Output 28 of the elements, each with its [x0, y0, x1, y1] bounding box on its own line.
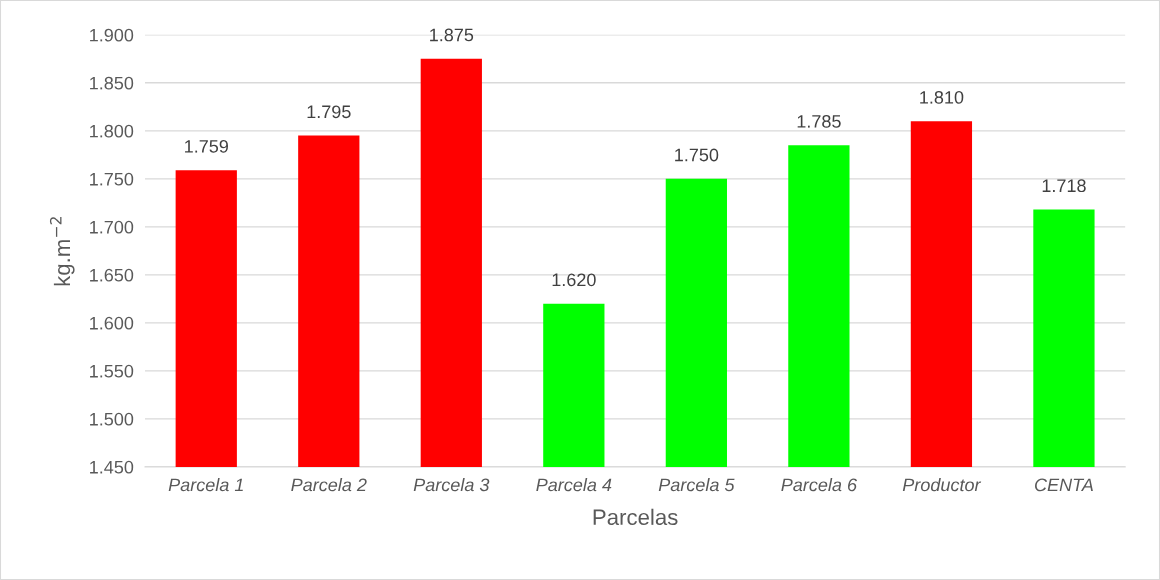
y-tick-label: 1.550	[90, 364, 134, 378]
data-label: 1.620	[552, 273, 596, 287]
data-label: 1.718	[1042, 179, 1086, 193]
y-tick-label: 1.850	[90, 76, 134, 90]
y-tick-label: 1.600	[90, 316, 134, 330]
x-tick-label: Parcela 5	[658, 478, 735, 492]
y-tick-label: 1.650	[90, 268, 134, 282]
data-label: 1.759	[185, 139, 228, 153]
data-label: 1.750	[675, 148, 719, 162]
x-tick-label: Parcela 2	[291, 478, 367, 492]
data-label: 1.810	[920, 90, 964, 104]
x-tick-label: Parcela 4	[536, 478, 612, 492]
y-tick-label: 1.800	[90, 124, 134, 138]
data-label: 1.795	[307, 105, 351, 119]
y-tick-label: 1.900	[90, 28, 134, 42]
x-tick-label: Parcela 1	[168, 478, 243, 492]
x-tick-label: Parcela 3	[413, 478, 490, 492]
y-tick-label: 1.450	[90, 460, 134, 474]
data-label: 1.875	[430, 28, 474, 42]
y-axis-title: kg.m$^{−2}$	[49, 217, 75, 286]
y-tick-label: 1.750	[90, 172, 134, 186]
x-tick-label: Productor	[902, 478, 982, 492]
y-tick-label: 1.500	[90, 412, 134, 426]
x-axis-title: Parcelas	[593, 508, 678, 526]
x-tick-label: Parcela 6	[781, 478, 858, 492]
x-tick-label: CENTA	[1035, 478, 1093, 492]
y-tick-label: 1.700	[90, 220, 134, 234]
data-label: 1.785	[797, 114, 841, 128]
